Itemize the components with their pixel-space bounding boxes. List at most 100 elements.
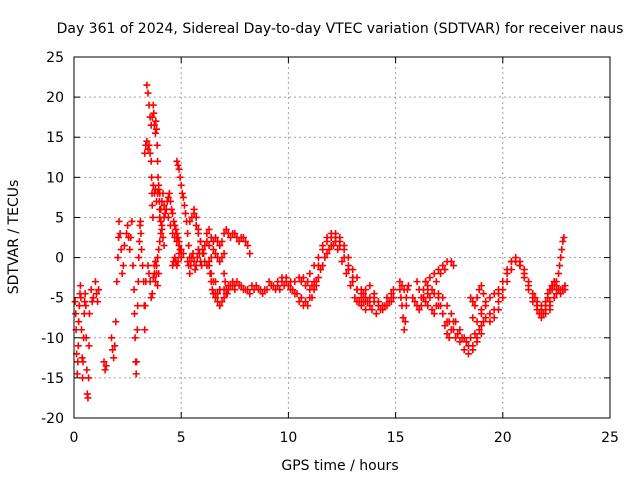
data-point: [130, 310, 138, 318]
data-point: [480, 318, 488, 326]
data-point: [172, 225, 180, 233]
data-point: [186, 270, 194, 278]
data-point: [411, 298, 419, 306]
data-point: [151, 185, 159, 193]
data-point: [379, 302, 387, 310]
data-point: [78, 354, 86, 362]
data-point: [83, 366, 91, 374]
data-point: [239, 234, 247, 241]
data-point: [147, 157, 155, 165]
data-point: [495, 290, 503, 298]
data-point: [133, 326, 141, 334]
data-point: [314, 274, 322, 282]
data-point: [143, 137, 151, 145]
data-point: [389, 294, 397, 302]
data-point: [157, 217, 165, 225]
data-point: [173, 238, 181, 246]
data-point: [499, 286, 507, 294]
data-point: [81, 290, 89, 298]
data-point: [537, 314, 545, 322]
data-point: [148, 173, 156, 181]
data-point: [152, 117, 160, 125]
data-point: [452, 334, 460, 342]
data-point: [291, 278, 299, 286]
data-point: [115, 234, 123, 241]
data-point: [426, 294, 434, 302]
data-point: [242, 238, 250, 246]
data-point: [158, 221, 166, 229]
x-tick-label: 5: [177, 430, 186, 446]
data-point: [469, 314, 477, 322]
data-point: [475, 326, 483, 334]
data-point: [503, 266, 511, 274]
data-point: [473, 294, 481, 302]
data-point: [377, 306, 385, 314]
data-point: [220, 250, 228, 258]
data-point: [399, 314, 407, 322]
data-point: [357, 302, 365, 310]
data-point: [396, 278, 404, 286]
data-point: [149, 213, 157, 221]
data-point: [123, 229, 131, 237]
data-point: [141, 302, 149, 310]
data-point: [306, 286, 314, 294]
x-tick-label: 20: [494, 430, 512, 446]
data-point: [184, 229, 192, 237]
data-point: [304, 302, 312, 310]
data-point: [85, 310, 93, 318]
data-point: [124, 221, 132, 229]
data-point: [132, 370, 140, 378]
data-point: [319, 242, 327, 250]
data-point: [175, 242, 183, 250]
data-point: [340, 242, 348, 250]
data-point: [389, 286, 397, 294]
data-point: [203, 229, 211, 237]
data-point: [552, 290, 560, 298]
data-point: [490, 306, 498, 314]
y-tick-label: -15: [41, 371, 64, 387]
data-point: [362, 306, 370, 314]
data-point: [349, 266, 357, 274]
data-point: [428, 286, 436, 294]
data-point: [102, 362, 110, 370]
data-point: [460, 346, 468, 354]
data-point: [134, 302, 142, 310]
data-point: [475, 286, 483, 294]
data-point: [212, 290, 220, 298]
data-point: [144, 262, 152, 270]
x-tick-label: 0: [70, 430, 79, 446]
data-point: [533, 302, 541, 310]
data-point: [175, 250, 183, 258]
data-point: [443, 330, 451, 338]
data-point: [144, 145, 152, 153]
data-point: [297, 278, 305, 286]
data-point: [357, 286, 365, 294]
data-point: [312, 282, 320, 290]
data-point: [482, 298, 490, 306]
data-point: [108, 334, 116, 342]
data-point: [173, 262, 181, 270]
data-point: [456, 338, 464, 346]
data-point: [398, 282, 406, 290]
data-point: [208, 286, 216, 294]
data-point: [149, 101, 157, 109]
data-point: [428, 306, 436, 314]
data-point: [101, 366, 109, 374]
data-point: [246, 290, 254, 298]
data-point: [150, 270, 158, 278]
data-point: [304, 278, 312, 286]
data-point: [72, 310, 80, 318]
data-point: [205, 225, 213, 233]
data-point: [473, 338, 481, 346]
data-point: [235, 282, 243, 290]
data-point: [171, 234, 179, 241]
data-point: [185, 242, 193, 250]
data-point: [299, 274, 307, 282]
data-point: [100, 358, 108, 366]
data-point: [164, 193, 172, 201]
data-point: [347, 282, 355, 290]
data-point: [325, 246, 333, 254]
data-point: [462, 338, 470, 346]
data-point: [560, 234, 568, 241]
data-point: [499, 278, 507, 286]
